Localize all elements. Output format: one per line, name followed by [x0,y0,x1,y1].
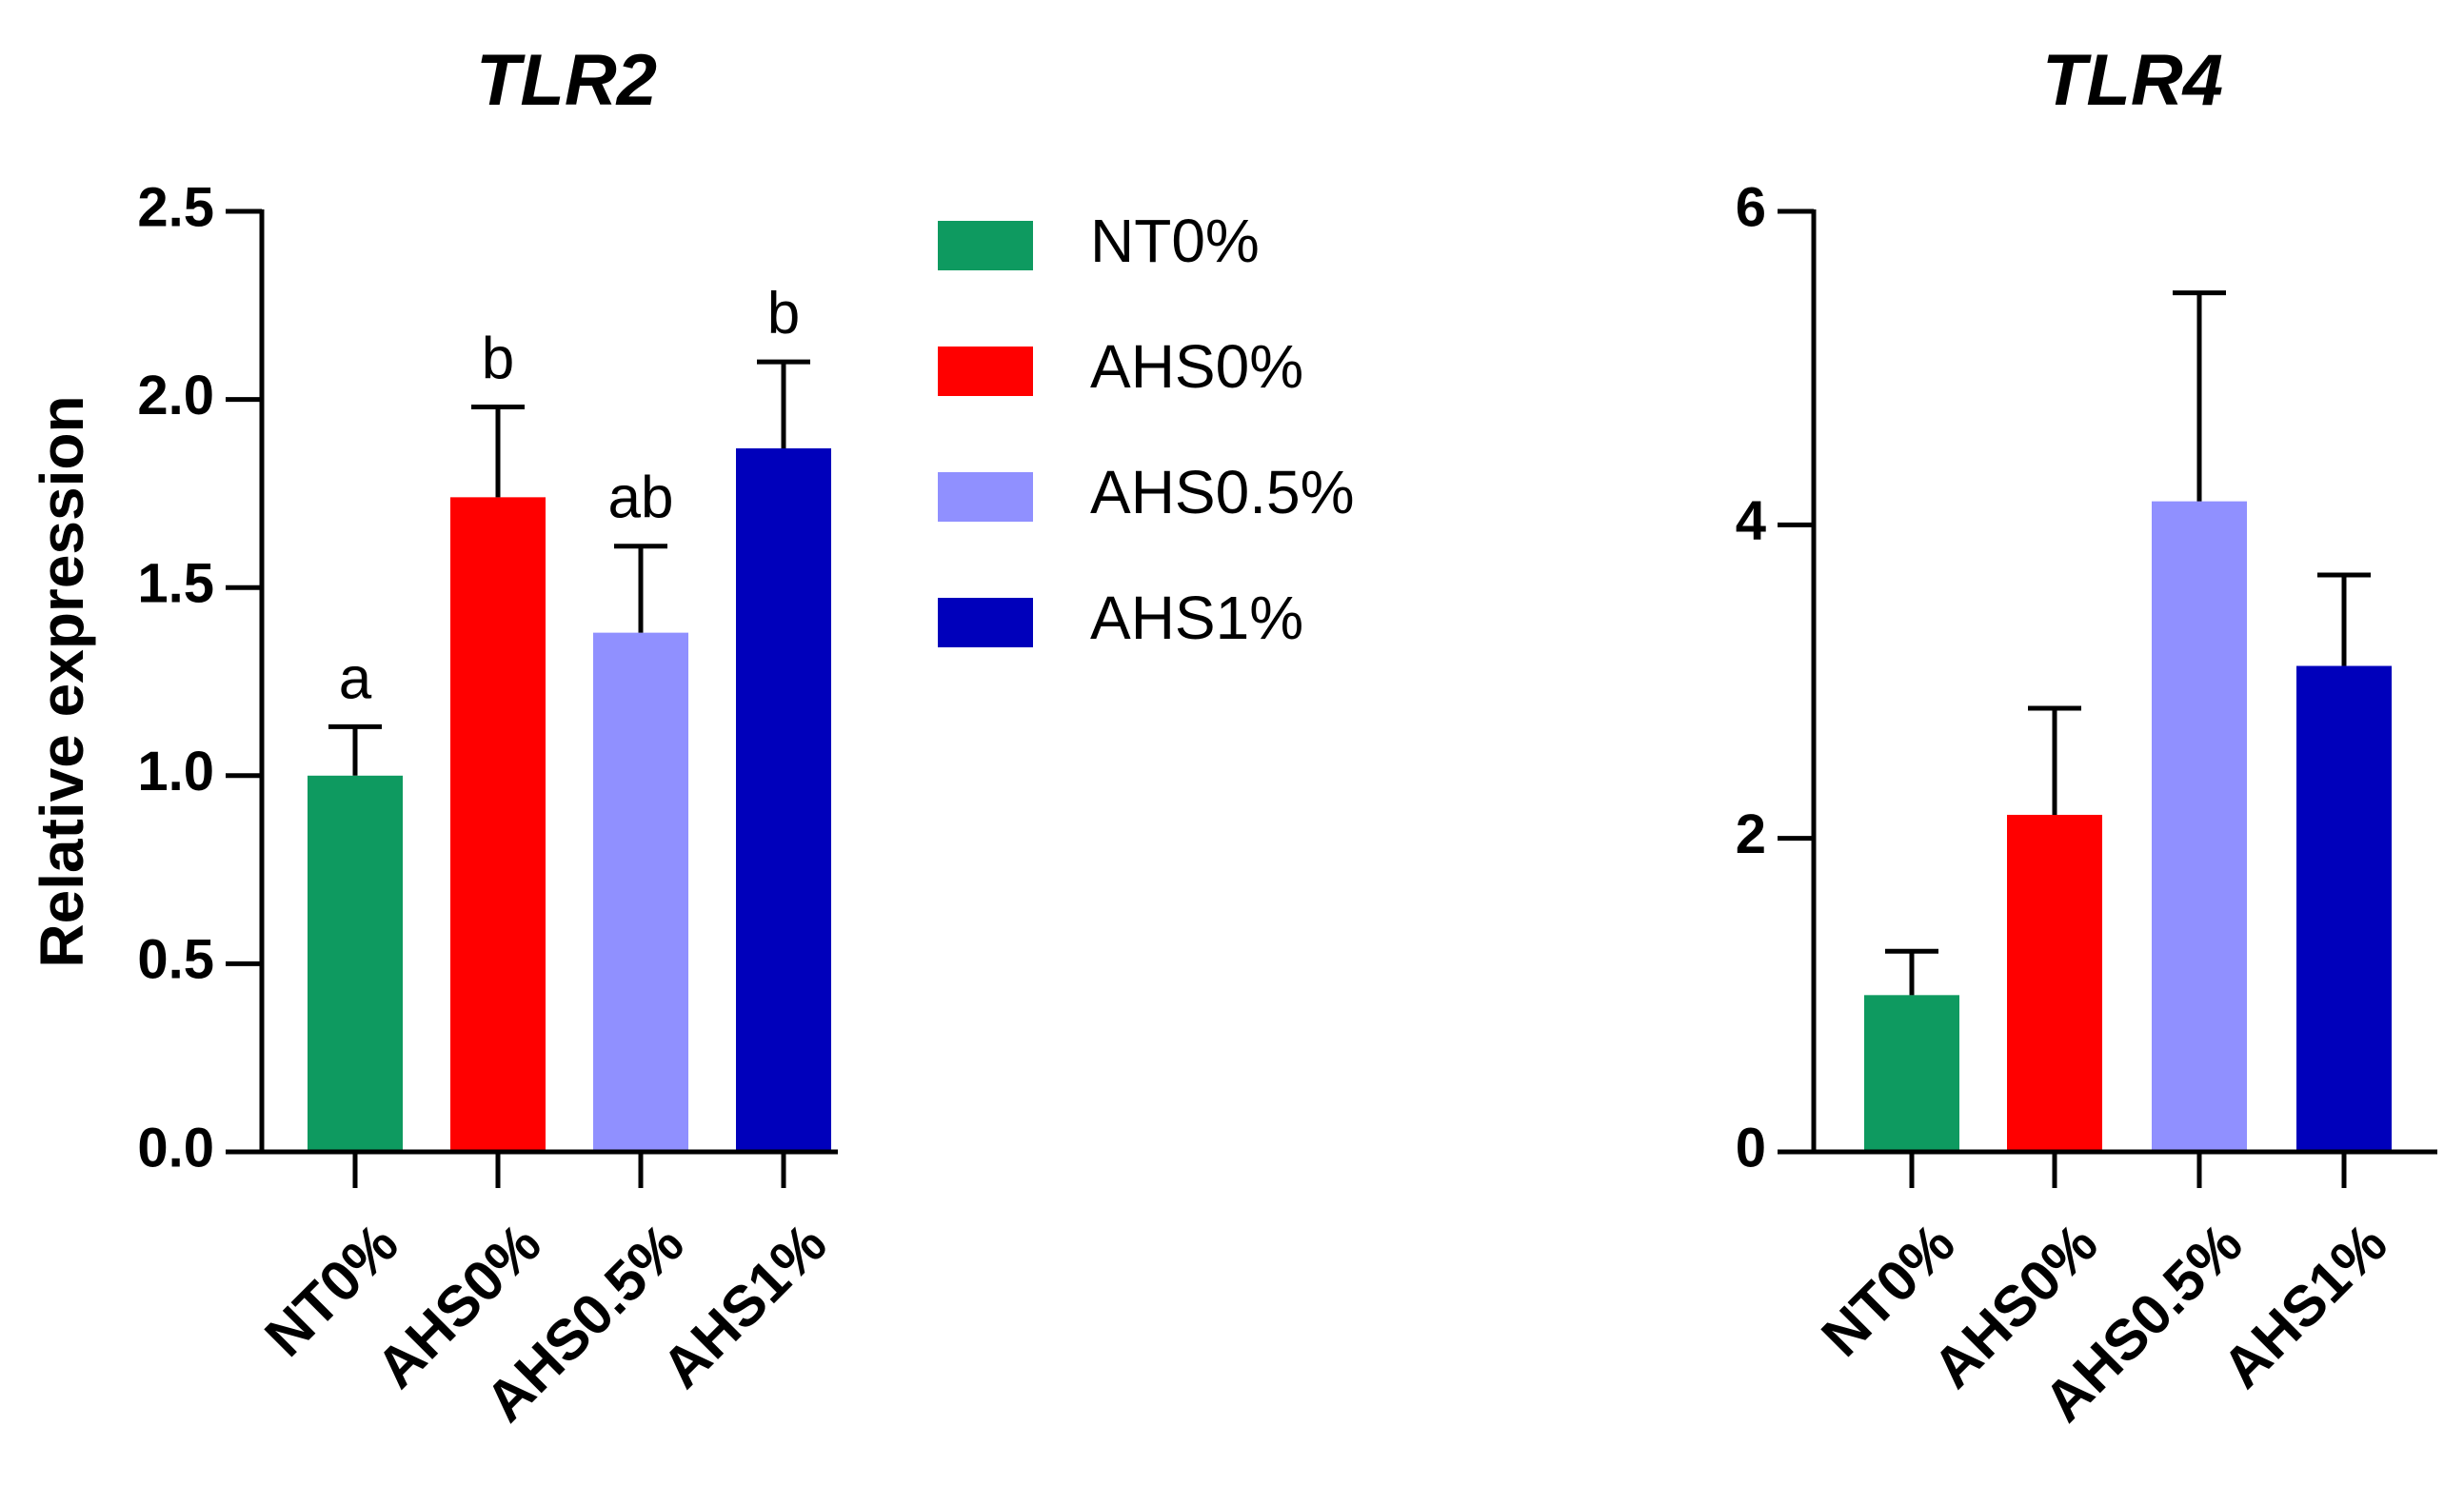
tlr4-bar-ahs1pct [2296,665,2392,1152]
tlr2-chart-title: TLR2 [476,40,657,121]
tlr2-y-tick-label: 0.5 [137,929,214,991]
legend-swatch-ahs0pct [938,347,1033,396]
tlr2-significance-label-nt0pct: a [339,645,372,711]
tlr2-y-tick-label: 1.5 [137,553,214,615]
tlr4-y-tick-label: 4 [1736,490,1766,552]
tlr4-y-tick-label: 6 [1736,176,1766,238]
tlr2-bar-nt0pct [308,775,403,1152]
legend-label-ahs0-5pct: AHS0.5% [1090,458,1354,526]
legend: NT0% AHS0% AHS0.5% AHS1% [938,207,1354,652]
legend-swatch-ahs0-5pct [938,472,1033,522]
tlr2-bar-ahs0pct [450,497,546,1152]
tlr4-chart-title: TLR4 [2042,40,2223,121]
tlr2-bar-ahs1pct [736,447,831,1152]
tlr4-bar-nt0pct [1864,995,1959,1152]
tlr2-y-tick-label: 2.5 [137,176,214,238]
tlr4-x-tick-label-ahs1pct: AHS1% [2210,1211,2398,1399]
tlr4-bar-ahs0-5pct [2152,501,2247,1152]
tlr2-y-tick-label: 0.0 [137,1117,214,1179]
legend-swatch-ahs1pct [938,598,1033,647]
tlr2-y-tick-label: 1.0 [137,741,214,802]
tlr2-significance-label-ahs0pct: b [482,327,514,392]
legend-swatch-nt0pct [938,221,1033,270]
tlr2-significance-label-ahs0-5pct: ab [608,466,674,531]
tlr4-bar-ahs0pct [2007,814,2102,1152]
tlr2-significance-label-ahs1pct: b [767,281,800,347]
legend-label-ahs0pct: AHS0% [1090,332,1303,401]
tlr4-y-tick-label: 2 [1736,803,1766,865]
tlr2-bar-ahs0-5pct [593,632,688,1152]
tlr2-y-axis-label: Relative expression [28,395,96,967]
tlr2-y-tick-label: 2.0 [137,365,214,426]
legend-label-ahs1pct: AHS1% [1090,584,1303,652]
legend-label-nt0pct: NT0% [1090,207,1260,275]
tlr4-y-tick-label: 0 [1736,1117,1766,1179]
